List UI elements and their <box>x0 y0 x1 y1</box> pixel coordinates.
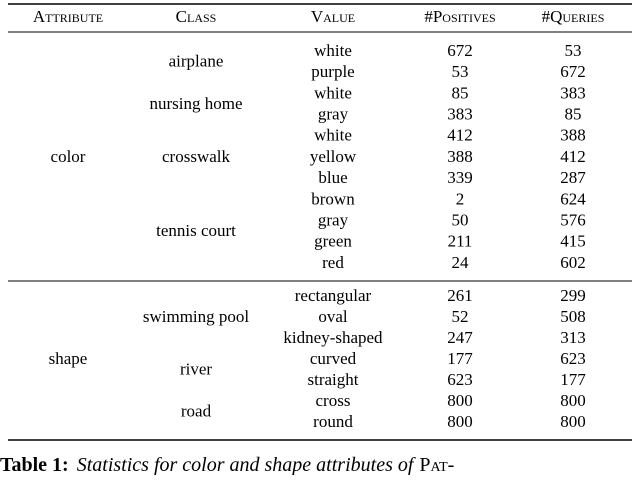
value-cell: cross <box>316 391 351 410</box>
caption-text: Statistics for color and shape attribute… <box>77 454 416 475</box>
header-cell: Class <box>176 7 217 26</box>
class-cell: river <box>180 359 212 378</box>
value-cell: white <box>314 83 352 102</box>
queries-cell: 299 <box>560 286 586 305</box>
positives-cell: 85 <box>452 83 469 102</box>
class-cell: crosswalk <box>162 147 230 166</box>
value-cell: white <box>314 41 352 60</box>
positives-cell: 800 <box>447 412 473 431</box>
value-cell: brown <box>311 189 355 208</box>
positives-cell: 53 <box>452 62 469 81</box>
value-cell: yellow <box>310 147 357 166</box>
positives-cell: 211 <box>448 232 473 251</box>
value-cell: purple <box>311 62 354 81</box>
queries-cell: 602 <box>560 253 586 272</box>
value-cell: straight <box>308 370 359 389</box>
positives-cell: 177 <box>447 349 473 368</box>
value-cell: rectangular <box>295 286 372 305</box>
queries-cell: 576 <box>560 211 586 230</box>
queries-cell: 800 <box>560 412 586 431</box>
queries-cell: 624 <box>560 189 586 208</box>
caption: Table 1: Statistics for color and shape a… <box>0 454 454 475</box>
header-cell: #Queries <box>542 7 605 26</box>
positives-cell: 24 <box>452 253 470 272</box>
positives-cell: 672 <box>447 41 473 60</box>
class-cell: nursing home <box>149 94 242 113</box>
value-cell: gray <box>318 211 349 230</box>
class-cell: airplane <box>169 52 224 71</box>
positives-cell: 2 <box>456 189 465 208</box>
value-cell: kidney-shaped <box>283 328 383 347</box>
positives-cell: 247 <box>447 328 473 347</box>
queries-cell: 85 <box>565 105 582 124</box>
value-cell: oval <box>318 307 348 326</box>
caption-label: Table 1: <box>0 454 69 475</box>
queries-cell: 672 <box>560 62 586 81</box>
value-cell: red <box>322 253 344 272</box>
positives-cell: 800 <box>447 391 473 410</box>
positives-cell: 52 <box>452 307 469 326</box>
positives-cell: 261 <box>447 286 473 305</box>
value-cell: gray <box>318 105 349 124</box>
attribute-cell: shape <box>49 349 88 368</box>
queries-cell: 383 <box>560 83 586 102</box>
class-cell: swimming pool <box>143 307 250 326</box>
positives-cell: 388 <box>447 147 473 166</box>
value-cell: round <box>313 412 353 431</box>
header-cell: Attribute <box>33 7 103 26</box>
value-cell: green <box>314 232 352 251</box>
queries-cell: 508 <box>560 307 586 326</box>
value-cell: white <box>314 126 352 145</box>
attribute-cell: color <box>51 147 86 166</box>
header-cell: Value <box>311 7 355 26</box>
positives-cell: 623 <box>447 370 473 389</box>
positives-cell: 339 <box>447 168 473 187</box>
positives-cell: 412 <box>447 126 473 145</box>
queries-cell: 623 <box>560 349 586 368</box>
class-cell: road <box>181 401 212 420</box>
queries-cell: 313 <box>560 328 586 347</box>
value-cell: curved <box>310 349 357 368</box>
queries-cell: 800 <box>560 391 586 410</box>
class-cell: tennis court <box>156 221 236 240</box>
queries-cell: 177 <box>560 370 586 389</box>
queries-cell: 415 <box>560 232 586 251</box>
queries-cell: 388 <box>560 126 586 145</box>
positives-cell: 383 <box>447 105 473 124</box>
caption-name: Pat- <box>419 454 454 475</box>
queries-cell: 412 <box>560 147 586 166</box>
queries-cell: 287 <box>560 168 586 187</box>
header-cell: #Positives <box>424 7 495 26</box>
positives-cell: 50 <box>452 211 469 230</box>
value-cell: blue <box>318 168 347 187</box>
queries-cell: 53 <box>565 41 582 60</box>
